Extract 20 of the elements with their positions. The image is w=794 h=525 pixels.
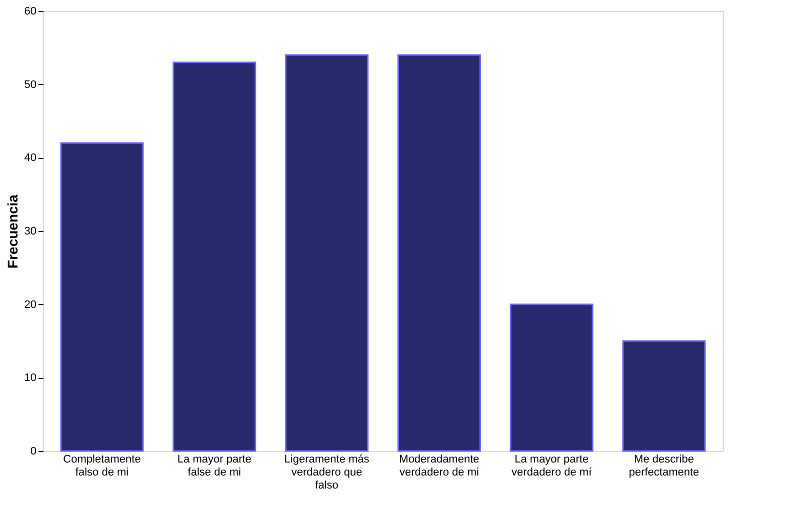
- bar: [510, 304, 594, 452]
- x-tick-label: Completamente falso de mi: [63, 454, 141, 478]
- y-tick-label: 20: [24, 298, 36, 311]
- bar: [622, 340, 706, 452]
- bar: [397, 54, 481, 452]
- y-tick-label: 10: [24, 372, 36, 384]
- x-tick-label: Ligeramente más verdadero que falso: [284, 454, 370, 492]
- y-tick-label: 40: [24, 152, 36, 164]
- y-tick-label: 60: [24, 6, 36, 18]
- bar: [172, 62, 256, 452]
- y-tick-label: 0: [30, 446, 36, 458]
- x-tick-label: La mayor parte verdadero de mí: [512, 454, 593, 478]
- y-tick-label: 50: [24, 78, 36, 91]
- bar: [285, 54, 369, 452]
- y-tick-label: 30: [24, 226, 36, 238]
- bar: [60, 142, 144, 452]
- x-tick-label: La mayor parte false de mi: [177, 454, 252, 478]
- x-tick-label: Moderadamente verdadero de mi: [399, 454, 480, 478]
- x-tick-label: Me describe perfectamente: [628, 454, 700, 478]
- y-axis-title: Frecuencia: [4, 194, 20, 268]
